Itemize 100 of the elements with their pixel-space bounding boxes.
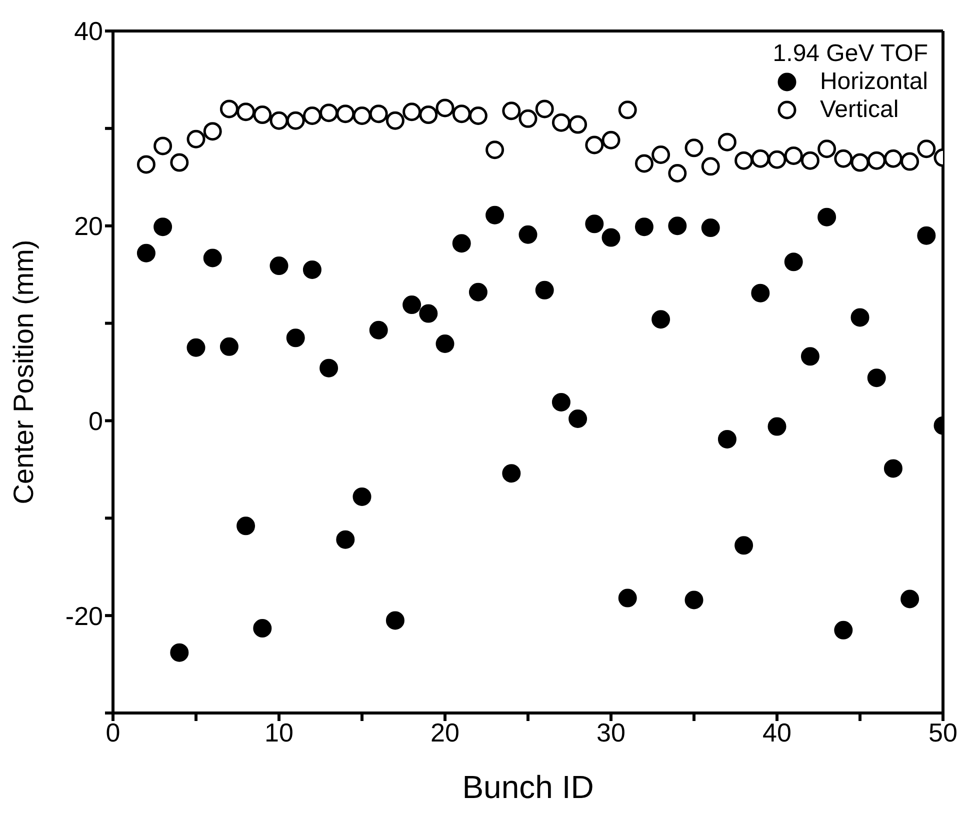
point [203,122,222,141]
point [568,410,588,428]
x-tick-label: 30 [596,717,626,748]
point [751,284,770,302]
point [386,111,404,130]
point [585,214,604,234]
point [170,643,189,662]
point [535,280,554,300]
point [136,244,156,262]
point [684,138,704,158]
point [302,106,322,126]
y-tick-label: 40 [74,16,103,46]
x-tick-label: 10 [264,717,294,748]
point [768,417,786,436]
point [452,234,471,253]
point [701,157,720,176]
point [552,113,570,132]
point [634,218,654,236]
y-tick-label: 0 [88,406,103,436]
point [718,132,736,152]
point [917,226,936,245]
point [186,130,206,148]
point [552,392,570,412]
y-axis-title: Center Position (mm) [8,240,39,504]
point [286,111,305,130]
y-tick-label: -20 [65,600,103,631]
point [917,140,936,158]
point [369,320,388,340]
point [402,102,422,122]
point [236,516,256,536]
point [734,151,754,170]
point [352,106,372,126]
point [884,149,902,168]
point [253,618,272,638]
point [535,100,554,118]
point [668,164,687,182]
point [518,109,538,128]
point [419,106,438,124]
point [154,136,172,156]
point [602,130,620,150]
point [436,334,454,353]
point [253,106,272,124]
point [136,155,156,174]
legend-title: 1.94 GeV TOF [772,40,928,68]
point [568,115,588,134]
point [818,208,836,226]
point [502,464,521,483]
point [320,104,338,122]
point [768,150,786,169]
point [684,590,704,610]
point [486,140,504,160]
x-tick-label: 50 [928,717,958,748]
point [302,260,322,279]
point [436,98,454,118]
point [867,368,886,388]
point [336,104,355,124]
point [320,358,338,378]
x-tick-label: 20 [430,717,460,748]
point [468,282,488,302]
point [386,611,404,630]
point [900,152,920,171]
point [668,216,687,236]
point [784,252,803,272]
point [419,304,438,323]
point [170,153,189,172]
point [585,136,604,154]
point [352,487,372,506]
point [634,154,654,173]
point [900,590,920,608]
point [270,256,288,276]
y-tick-label: 20 [74,211,103,242]
point [369,104,388,124]
point [220,337,238,356]
point [652,310,670,329]
x-tick-label: 40 [762,717,792,748]
point [336,530,355,549]
point [236,102,256,122]
point [220,100,238,118]
point [502,102,521,120]
point [203,248,222,268]
point [602,228,620,247]
legend-label: Vertical [820,96,899,124]
point [618,588,637,608]
point [154,218,172,236]
point [834,620,853,640]
point [452,104,471,124]
point [867,151,886,170]
point [734,536,754,555]
point [718,430,736,448]
point [884,459,902,478]
point [751,149,770,168]
point [518,225,538,244]
point [652,145,670,164]
legend-label: Horizontal [820,68,928,96]
point [800,151,820,170]
point [701,218,720,238]
point [834,149,853,168]
x-axis-title: Bunch ID [462,769,594,805]
point [186,338,206,357]
point [784,146,803,165]
